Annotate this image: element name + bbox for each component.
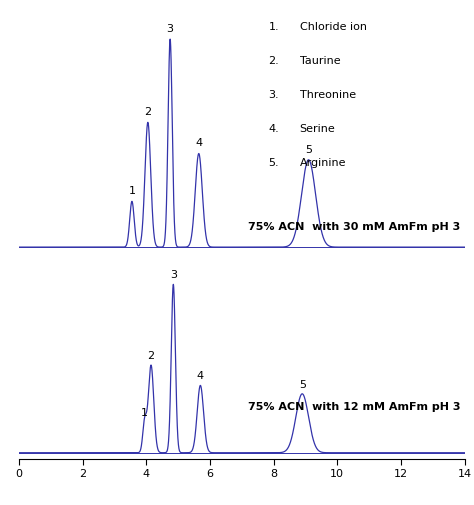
Text: 5.: 5.	[268, 157, 279, 167]
Text: 1.: 1.	[268, 22, 279, 32]
Text: 1: 1	[141, 408, 148, 418]
Text: 75% ACN  with 12 mM AmFm pH 3: 75% ACN with 12 mM AmFm pH 3	[247, 401, 460, 411]
Text: 75% ACN  with 30 mM AmFm pH 3: 75% ACN with 30 mM AmFm pH 3	[248, 222, 460, 232]
Text: 2: 2	[144, 107, 151, 117]
Text: 3.: 3.	[268, 90, 279, 100]
Text: Threonine: Threonine	[300, 90, 356, 100]
Text: Taurine: Taurine	[300, 56, 340, 66]
Text: 2.: 2.	[268, 56, 279, 66]
Text: 1: 1	[128, 186, 136, 196]
Text: 5: 5	[299, 379, 306, 389]
Text: Arginine: Arginine	[300, 157, 346, 167]
Text: 4.: 4.	[268, 124, 279, 133]
Text: 5: 5	[305, 144, 312, 154]
Text: 4: 4	[195, 138, 202, 148]
Text: Serine: Serine	[300, 124, 336, 133]
Text: 3: 3	[170, 270, 177, 280]
Text: 3: 3	[167, 24, 173, 34]
Text: Chloride ion: Chloride ion	[300, 22, 367, 32]
Text: 4: 4	[197, 371, 204, 381]
Text: 2: 2	[147, 350, 155, 361]
